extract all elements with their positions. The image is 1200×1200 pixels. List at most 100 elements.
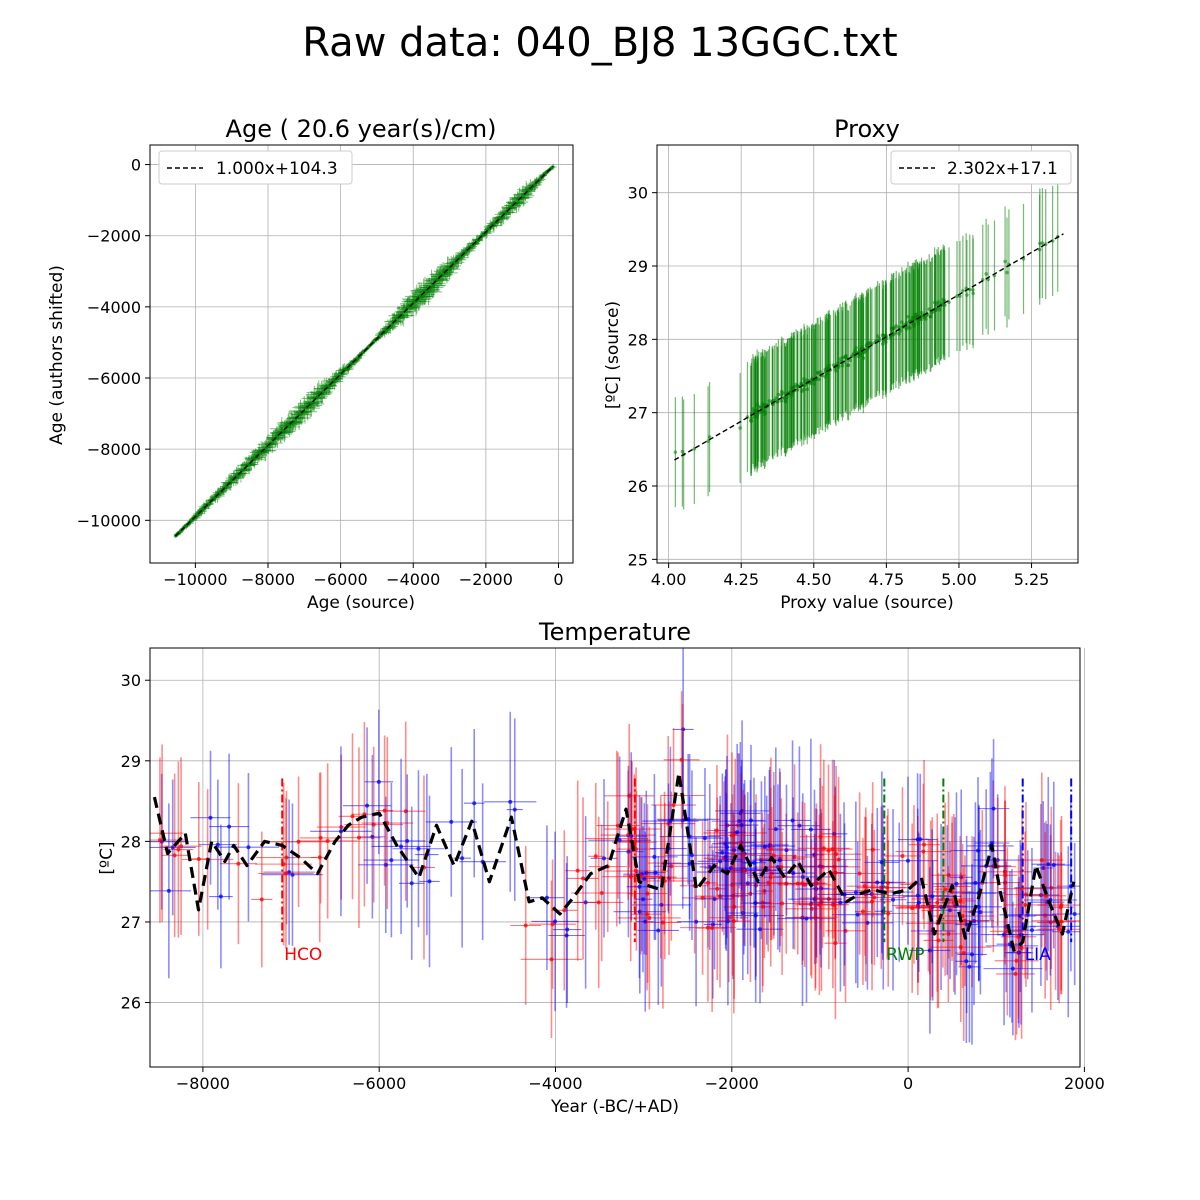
annotation-hco-label: HCO xyxy=(284,945,322,965)
temperature-point xyxy=(1020,886,1025,891)
temperature-point xyxy=(853,890,858,895)
temperature-point xyxy=(1025,912,1030,917)
temperature-point xyxy=(166,888,171,893)
temperature-point xyxy=(989,841,994,846)
temperature-point xyxy=(818,864,823,869)
proxy-y-tick-label: 29 xyxy=(628,257,648,276)
temperature-x-tick-label: 2000 xyxy=(1064,1074,1105,1093)
temperature-point xyxy=(729,833,734,838)
temperature-point xyxy=(593,854,598,859)
proxy-fit-line xyxy=(674,233,1064,461)
temperature-point xyxy=(795,881,800,886)
temperature-point xyxy=(1014,958,1019,963)
temperature-point xyxy=(236,861,241,866)
temperature-point xyxy=(740,808,745,813)
temperature-point xyxy=(927,948,932,953)
temperature-point xyxy=(383,862,388,867)
temperature-point xyxy=(723,854,728,859)
temperature-point xyxy=(565,927,570,932)
temperature-point xyxy=(753,913,758,918)
temperature-point xyxy=(753,901,758,906)
temperature-point xyxy=(946,931,951,936)
temperature-point xyxy=(549,957,554,962)
temperature-point xyxy=(645,891,650,896)
age-panel-y-label: Age (authors shifted) xyxy=(47,265,67,445)
age-y-tick-label: −4000 xyxy=(87,298,141,317)
temperature-plot-area xyxy=(150,648,1080,1045)
temperature-point xyxy=(813,915,818,920)
temperature-point xyxy=(659,902,664,907)
proxy-point xyxy=(762,412,767,416)
proxy-point xyxy=(844,353,848,358)
temperature-point xyxy=(730,882,735,887)
temperature-point xyxy=(1041,866,1046,871)
temperature-point xyxy=(900,853,905,858)
proxy-point xyxy=(816,371,820,375)
proxy-point xyxy=(971,291,975,296)
annotation-lia-label: LIA xyxy=(1025,945,1051,965)
temperature-point xyxy=(958,898,963,903)
temperature-point xyxy=(472,801,477,806)
temperature-point xyxy=(427,879,432,884)
proxy-point xyxy=(955,294,959,298)
temperature-point xyxy=(885,885,890,890)
temperature-point xyxy=(843,928,848,933)
temperature-point xyxy=(681,727,686,732)
temperature-point xyxy=(936,938,941,943)
age-y-tick-label: −2000 xyxy=(87,227,141,246)
temperature-point xyxy=(818,834,823,839)
temperature-point xyxy=(834,852,839,857)
temperature-point xyxy=(860,909,865,914)
temperature-point xyxy=(921,849,926,854)
temperature-point xyxy=(627,793,632,798)
temperature-point xyxy=(762,889,767,894)
temperature-y-tick-label: 27 xyxy=(121,913,141,932)
temperature-point xyxy=(617,838,622,843)
proxy-point xyxy=(738,426,742,430)
temperature-point xyxy=(891,897,896,902)
temperature-point xyxy=(930,894,935,899)
proxy-point xyxy=(961,288,965,293)
temperature-point xyxy=(739,840,744,845)
temperature-point xyxy=(760,900,765,905)
proxy-point xyxy=(904,327,909,331)
proxy-point xyxy=(776,399,780,404)
temperature-point xyxy=(218,894,223,899)
temperature-point xyxy=(1029,928,1034,933)
temperature-point xyxy=(833,941,838,946)
temperature-point xyxy=(1051,863,1056,868)
temperature-point xyxy=(910,906,915,911)
proxy-point xyxy=(673,450,678,454)
temperature-point xyxy=(1002,869,1007,874)
temperature-point xyxy=(460,856,465,861)
temperature-point xyxy=(1023,902,1028,907)
proxy-x-tick-label: 5.25 xyxy=(1014,570,1050,589)
proxy-point xyxy=(792,385,796,389)
temperature-point xyxy=(995,858,1000,863)
proxy-panel-legend: 2.302x+17.1 xyxy=(890,150,1072,185)
temperature-point xyxy=(812,852,817,857)
temperature-point xyxy=(356,835,361,840)
proxy-point xyxy=(913,313,918,317)
temperature-point xyxy=(748,891,753,896)
temperature-point xyxy=(790,818,795,823)
temperature-point xyxy=(748,818,753,823)
proxy-x-tick-label: 4.25 xyxy=(723,570,759,589)
temperature-point xyxy=(718,894,723,899)
temperature-point xyxy=(838,900,843,905)
temperature-point xyxy=(296,839,301,844)
temperature-point xyxy=(886,911,891,916)
proxy-x-tick-label: 4.00 xyxy=(651,570,687,589)
temperature-point xyxy=(870,847,875,852)
proxy-point xyxy=(906,314,910,319)
age-panel: Age ( 20.6 year(s)/cm) Age (source) Age … xyxy=(47,115,574,613)
temperature-x-tick-label: −8000 xyxy=(176,1074,230,1093)
temperature-point xyxy=(259,897,264,902)
temperature-point xyxy=(671,803,676,808)
proxy-point xyxy=(802,379,807,384)
temperature-x-tick-label: −4000 xyxy=(528,1074,582,1093)
age-y-tick-label: −6000 xyxy=(87,369,141,388)
temperature-point xyxy=(626,849,631,854)
temperature-point xyxy=(797,823,802,828)
proxy-point xyxy=(795,388,800,392)
